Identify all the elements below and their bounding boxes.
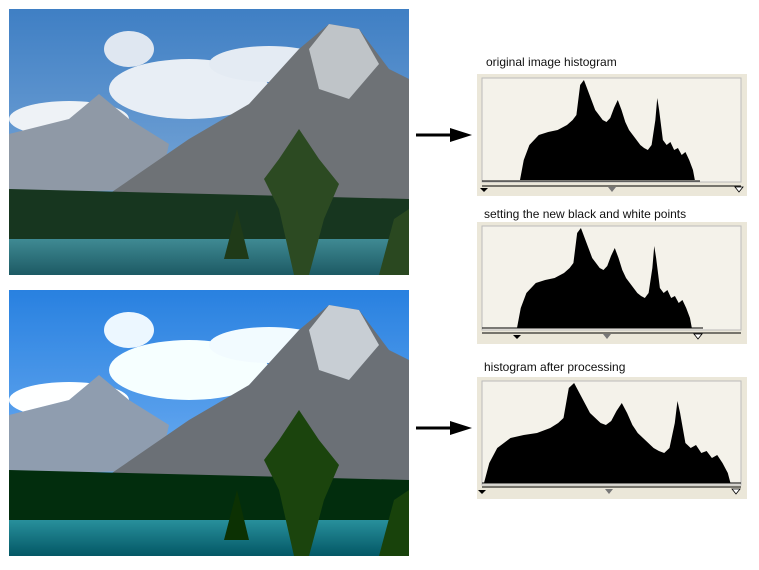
panel-label: setting the new black and white points xyxy=(484,207,686,221)
histogram-panel xyxy=(477,74,747,196)
panel-label: original image histogram xyxy=(486,55,617,69)
panel-label: histogram after processing xyxy=(484,360,625,374)
arrow xyxy=(414,126,474,144)
arrow xyxy=(414,419,474,437)
histogram-panel xyxy=(477,377,747,499)
photo-processed xyxy=(9,290,409,556)
photo-original xyxy=(9,9,409,275)
histogram-panel xyxy=(477,222,747,344)
